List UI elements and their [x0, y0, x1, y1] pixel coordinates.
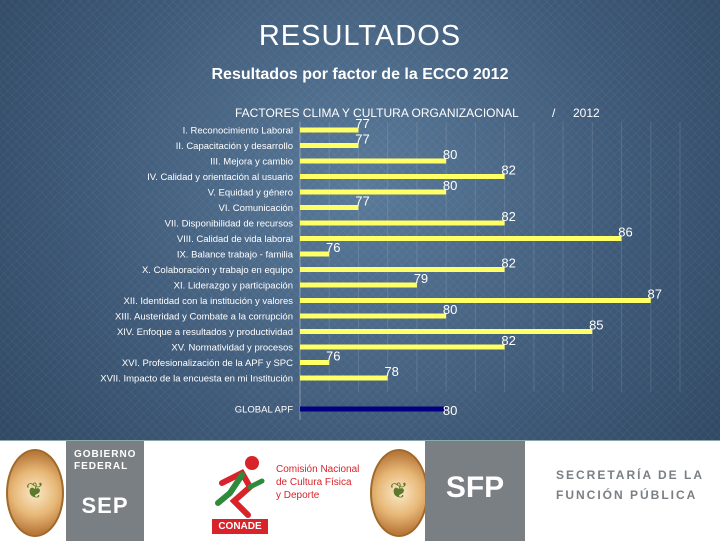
data-label: 77: [355, 194, 369, 209]
data-label: 77: [355, 132, 369, 147]
slide-title: RESULTADOS: [258, 20, 462, 52]
bar: [300, 251, 330, 257]
mexico-seal-icon: ❦: [370, 449, 428, 537]
category-label: IV. Calidad y orientación al usuario: [147, 172, 293, 183]
gobierno-federal-label: GOBIERNO FEDERAL: [74, 449, 137, 472]
footer-logos: ❦ GOBIERNO FEDERAL SEP CONADE Comisión N…: [0, 440, 720, 541]
bar: [300, 205, 359, 210]
data-label: 77: [355, 116, 369, 131]
data-label: 82: [501, 256, 515, 271]
data-label: 76: [326, 240, 340, 255]
conade-description: Comisión Nacional de Cultura Física y De…: [276, 464, 360, 501]
bar: [300, 313, 447, 319]
data-label: 85: [589, 318, 603, 333]
data-label: 80: [443, 147, 457, 162]
sep-logo: GOBIERNO FEDERAL SEP: [66, 441, 144, 541]
category-label: X. Colaboración y trabajo en equipo: [142, 265, 293, 276]
bar: [300, 344, 505, 350]
global-data-label: 80: [443, 403, 457, 418]
bar: [300, 174, 505, 179]
category-label: I. Reconocimiento Laboral: [183, 126, 293, 137]
category-label: VI. Comunicación: [219, 203, 293, 214]
bar: [300, 282, 417, 288]
conade-runner-icon: [215, 456, 265, 518]
data-label: 80: [443, 178, 457, 193]
bar: [300, 329, 593, 334]
data-label: 78: [384, 364, 398, 379]
data-label: 80: [443, 302, 457, 317]
category-label: V. Equidad y género: [208, 188, 293, 199]
sfp-logo: SFP: [425, 441, 525, 541]
category-label: XVI. Profesionalización de la APF y SPC: [122, 358, 293, 369]
bar-chart: FACTORES CLIMA Y CULTURA ORGANIZACIONAL /…: [100, 106, 662, 418]
sfp-description: SECRETARÍA DE LA FUNCIÓN PÚBLICA: [556, 468, 705, 502]
global-label: GLOBAL APF: [235, 405, 293, 416]
bar: [300, 267, 505, 272]
chart-title: FACTORES CLIMA Y CULTURA ORGANIZACIONAL: [235, 106, 519, 120]
sep-label: SEP: [81, 493, 129, 518]
bar: [300, 236, 622, 241]
bar: [300, 127, 359, 133]
bar: [300, 158, 447, 164]
bar: [300, 220, 505, 226]
sfp-label: SFP: [445, 471, 505, 504]
category-label: IX. Balance trabajo - familia: [177, 250, 294, 261]
category-label: XV. Normatividad y procesos: [171, 343, 293, 354]
category-label: VIII. Calidad de vida laboral: [177, 234, 293, 245]
data-label: 87: [648, 287, 662, 302]
conade-label: CONADE: [212, 519, 268, 534]
slide-subtitle: Resultados por factor de la ECCO 2012: [211, 66, 509, 83]
category-label: III. Mejora y cambio: [210, 157, 293, 168]
global-bar: [300, 406, 447, 412]
mexico-seal-icon: ❦: [6, 449, 64, 537]
category-label: XII. Identidad con la institución y valo…: [123, 296, 293, 307]
data-label: 82: [501, 333, 515, 348]
data-label: 82: [501, 209, 515, 224]
data-label: 82: [501, 163, 515, 178]
bar: [300, 360, 330, 365]
chart-separator: /: [552, 106, 556, 120]
category-label: XVII. Impacto de la encuesta en mi Insti…: [100, 374, 293, 385]
data-label: 76: [326, 349, 340, 364]
category-label: II. Capacitación y desarrollo: [176, 141, 293, 152]
bar: [300, 189, 447, 195]
bar: [300, 375, 388, 381]
bar: [300, 298, 651, 303]
legend-label: 2012: [573, 106, 600, 120]
data-label: 79: [414, 271, 428, 286]
data-label: 86: [618, 225, 632, 240]
bar: [300, 143, 359, 148]
category-label: XI. Liderazgo y participación: [174, 281, 293, 292]
category-label: XIV. Enfoque a resultados y productivida…: [117, 327, 293, 338]
category-label: VII. Disponibilidad de recursos: [165, 219, 294, 230]
category-label: XIII. Austeridad y Combate a la corrupci…: [115, 312, 293, 323]
